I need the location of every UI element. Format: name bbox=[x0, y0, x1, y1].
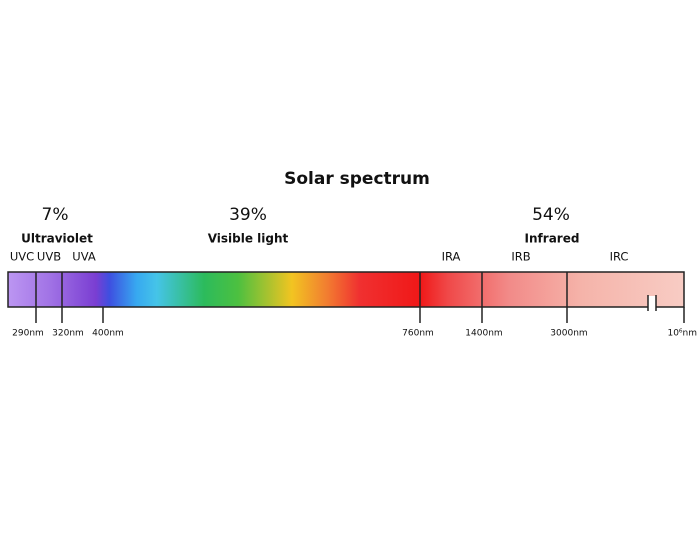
spectrum-bar bbox=[7, 271, 685, 308]
band-label: IRC bbox=[610, 250, 629, 264]
wavelength-label: 320nm bbox=[52, 329, 84, 339]
band-label: UVB bbox=[37, 250, 61, 264]
axis-break-gap bbox=[648, 296, 656, 309]
title: Solar spectrum bbox=[284, 169, 430, 189]
band-label: UVC bbox=[10, 250, 34, 264]
band-label: IRA bbox=[442, 250, 461, 264]
region-label: Infrared bbox=[525, 232, 580, 246]
region-percent: 39% bbox=[229, 205, 267, 225]
region-percent: 7% bbox=[42, 205, 69, 225]
region-label: Visible light bbox=[208, 232, 289, 246]
wavelength-label: 290nm bbox=[12, 329, 44, 339]
band-label: UVA bbox=[72, 250, 96, 264]
wavelength-label: 3000nm bbox=[550, 329, 587, 339]
region-percent: 54% bbox=[532, 205, 570, 225]
region-label: Ultraviolet bbox=[21, 232, 93, 246]
dividers bbox=[35, 272, 685, 323]
wavelength-label: 400nm bbox=[92, 329, 124, 339]
wavelength-label: 760nm bbox=[402, 329, 434, 339]
band-label: IRB bbox=[511, 250, 530, 264]
wavelength-label: 10⁶nm bbox=[667, 329, 697, 339]
wavelength-label: 1400nm bbox=[465, 329, 502, 339]
